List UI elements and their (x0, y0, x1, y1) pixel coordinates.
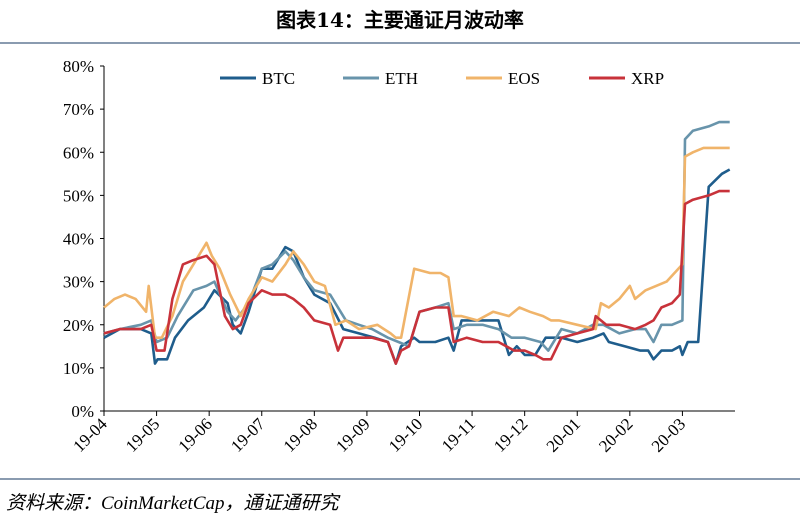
y-tick-label: 10% (63, 359, 94, 378)
y-tick-label: 80% (63, 57, 94, 76)
x-tick-label: 19-11 (438, 414, 479, 455)
source-note: 资料来源：CoinMarketCap，通证通研究 (6, 493, 339, 514)
y-tick-label: 40% (63, 230, 94, 249)
y-tick-label: 60% (63, 143, 94, 162)
x-tick-label: 19-10 (385, 414, 426, 455)
x-tick-label: 19-08 (280, 414, 321, 455)
x-tick-label: 20-03 (648, 414, 689, 455)
x-tick-label: 20-02 (595, 414, 636, 455)
y-tick-label: 20% (63, 316, 94, 335)
volatility-chart: 0%10%20%30%40%50%60%70%80%19-04 19-05 19-0… (63, 57, 735, 456)
series-line-btc (103, 168, 731, 365)
legend-label-xrp: XRP (631, 69, 664, 88)
y-tick-label: 30% (63, 273, 94, 292)
y-tick-label: 70% (63, 100, 94, 119)
series-line-xrp (103, 189, 730, 365)
legend-label-btc: BTC (262, 69, 295, 88)
series-line-eos (103, 146, 730, 340)
legend-label-eos: EOS (508, 69, 540, 88)
x-tick-label: 19-07 (227, 414, 269, 456)
source-rule (0, 478, 800, 480)
x-tick-label: 19-12 (490, 414, 531, 455)
y-tick-label: 0% (71, 402, 94, 421)
x-tick-label: 19-05 (122, 414, 163, 455)
x-tick-label: 19-06 (175, 414, 216, 455)
title-rule (0, 42, 800, 44)
x-tick-label: 19-09 (332, 414, 373, 455)
y-tick-label: 50% (63, 186, 94, 205)
chart-title: 图表14：主要通证月波动率 (276, 8, 524, 32)
x-tick-label: 20-01 (543, 414, 584, 455)
legend-label-eth: ETH (385, 69, 418, 88)
